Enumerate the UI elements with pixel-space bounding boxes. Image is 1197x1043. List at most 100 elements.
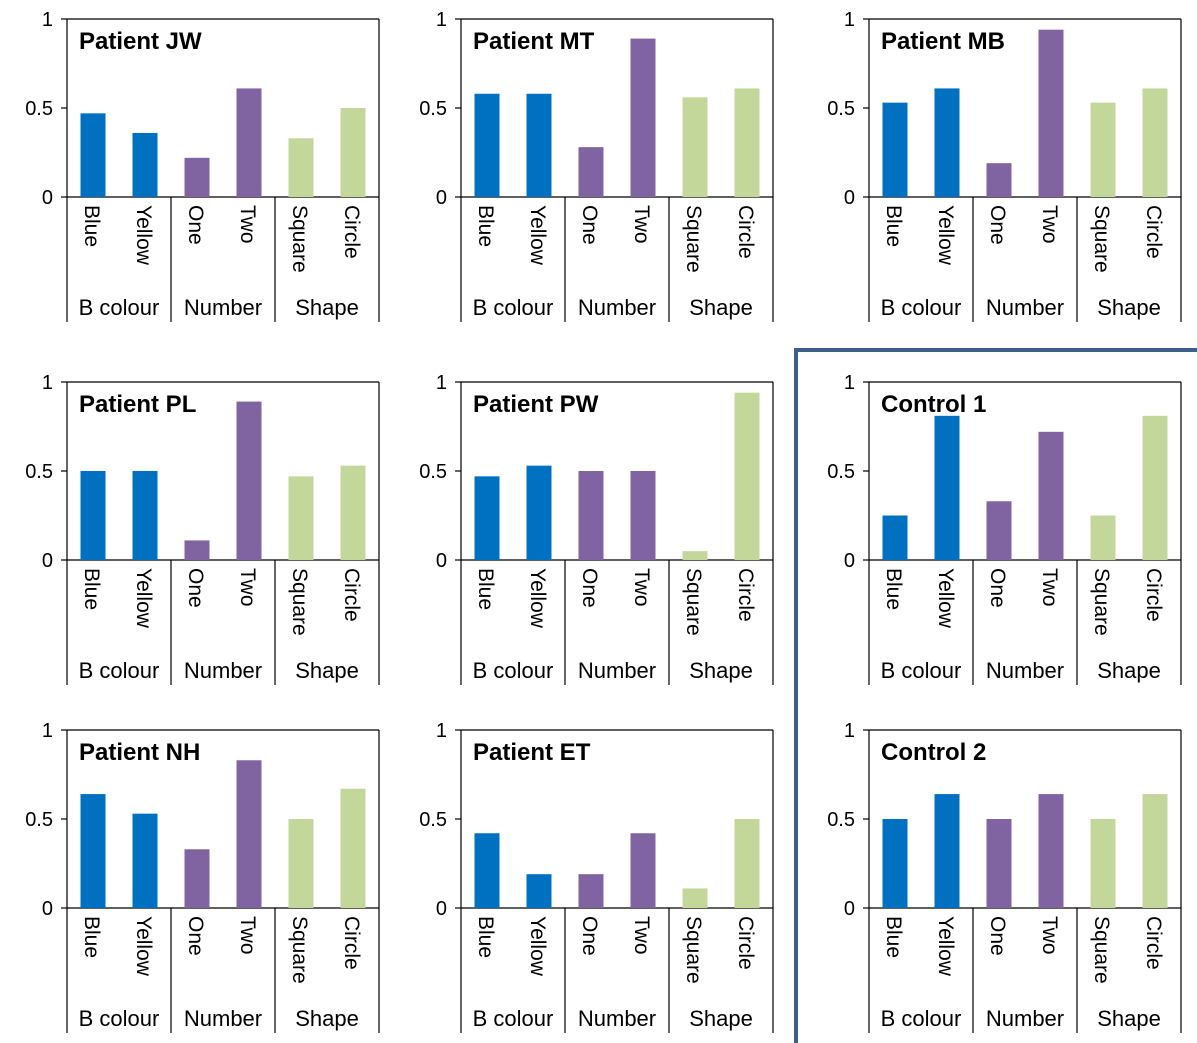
category-label-one: One (578, 916, 601, 956)
chart-panel-control-1: 0 0.5 1 B colour Number Shape Blue Yellow One Two… (827, 372, 1182, 685)
y-tick-label: 1 (844, 9, 855, 31)
group-label-shape: Shape (689, 658, 753, 683)
y-tick-label: 0 (844, 898, 855, 920)
bar-circle (1142, 88, 1168, 197)
bar-two (630, 471, 656, 560)
bar-one (986, 819, 1012, 908)
category-label-square: Square (1090, 568, 1113, 636)
category-label-circle: Circle (1142, 205, 1165, 259)
category-label-blue: Blue (80, 205, 103, 247)
category-label-square: Square (288, 568, 311, 636)
panel-title: Patient NH (79, 739, 200, 766)
bar-square (288, 476, 314, 560)
category-label-one: One (184, 205, 207, 245)
group-label-b-colour: B colour (473, 295, 554, 320)
category-label-blue: Blue (882, 568, 905, 610)
bar-one (986, 163, 1012, 197)
panel-title: Control 1 (881, 391, 986, 418)
y-tick-label: 0 (436, 187, 447, 209)
category-label-two: Two (630, 568, 653, 607)
group-label-b-colour: B colour (79, 1006, 160, 1031)
category-label-one: One (986, 568, 1009, 608)
category-label-blue: Blue (882, 916, 905, 958)
category-label-yellow: Yellow (526, 205, 549, 266)
category-label-square: Square (1090, 916, 1113, 984)
bar-square (682, 888, 708, 908)
category-label-square: Square (288, 916, 311, 984)
category-label-circle: Circle (340, 205, 363, 259)
category-label-yellow: Yellow (132, 205, 155, 266)
category-label-two: Two (1038, 205, 1061, 244)
bar-one (578, 471, 604, 560)
category-label-one: One (578, 205, 601, 245)
y-tick-label: 0.5 (25, 461, 53, 483)
category-label-square: Square (288, 205, 311, 273)
category-label-circle: Circle (1142, 916, 1165, 970)
chart-panel-patient-jw: 0 0.5 1 B colour Number Shape Blue Yellow One Two… (25, 9, 380, 322)
bar-circle (1142, 794, 1168, 908)
group-label-b-colour: B colour (473, 1006, 554, 1031)
group-label-b-colour: B colour (79, 295, 160, 320)
group-label-shape: Shape (689, 1006, 753, 1031)
category-label-blue: Blue (80, 568, 103, 610)
chart-panel-patient-mb: 0 0.5 1 B colour Number Shape Blue Yellow One Two… (827, 9, 1182, 322)
panel-title: Control 2 (881, 739, 986, 766)
y-tick-label: 0.5 (827, 98, 855, 120)
bar-blue (474, 476, 500, 560)
bar-one (184, 849, 210, 908)
bar-two (1038, 794, 1064, 908)
bar-yellow (526, 93, 552, 197)
panel-title: Patient JW (79, 28, 202, 55)
category-label-circle: Circle (734, 916, 757, 970)
bar-yellow (526, 465, 552, 560)
group-label-number: Number (184, 1006, 262, 1031)
y-tick-label: 0 (42, 550, 53, 572)
group-label-b-colour: B colour (881, 295, 962, 320)
bar-blue (80, 794, 106, 908)
panel-title: Patient MT (473, 28, 595, 55)
category-label-yellow: Yellow (132, 916, 155, 977)
bar-yellow (132, 471, 158, 560)
y-tick-label: 0.5 (419, 98, 447, 120)
y-tick-label: 1 (436, 9, 447, 31)
category-label-square: Square (682, 205, 705, 273)
bar-yellow (934, 88, 960, 197)
group-label-number: Number (986, 658, 1064, 683)
category-label-circle: Circle (734, 205, 757, 259)
bar-yellow (526, 874, 552, 908)
bar-one (184, 540, 210, 560)
category-label-two: Two (630, 205, 653, 244)
bar-two (236, 401, 262, 560)
group-label-b-colour: B colour (79, 658, 160, 683)
control-highlight-border (794, 348, 1197, 1043)
bar-one (184, 157, 210, 197)
chart-panel-patient-pw: 0 0.5 1 B colour Number Shape Blue Yellow One Two… (419, 372, 774, 685)
group-label-number: Number (986, 295, 1064, 320)
bar-yellow (132, 132, 158, 197)
category-label-one: One (986, 205, 1009, 245)
group-label-number: Number (578, 295, 656, 320)
bar-blue (474, 833, 500, 908)
y-tick-label: 0 (436, 550, 447, 572)
y-tick-label: 0.5 (419, 461, 447, 483)
category-label-two: Two (630, 916, 653, 955)
bar-square (682, 97, 708, 197)
bar-blue (882, 819, 908, 908)
bar-circle (734, 819, 760, 908)
category-label-circle: Circle (340, 916, 363, 970)
category-label-blue: Blue (474, 916, 497, 958)
chart-panel-control-2: 0 0.5 1 B colour Number Shape Blue Yellow One Two… (827, 720, 1182, 1033)
bar-two (630, 833, 656, 908)
y-tick-label: 0.5 (419, 809, 447, 831)
panel-title: Patient PL (79, 391, 196, 418)
bar-circle (1142, 415, 1168, 560)
group-label-shape: Shape (1097, 1006, 1161, 1031)
category-label-yellow: Yellow (934, 916, 957, 977)
group-label-shape: Shape (1097, 295, 1161, 320)
group-label-shape: Shape (1097, 658, 1161, 683)
group-label-number: Number (986, 1006, 1064, 1031)
y-tick-label: 1 (844, 372, 855, 394)
bar-circle (734, 392, 760, 560)
category-label-yellow: Yellow (132, 568, 155, 629)
